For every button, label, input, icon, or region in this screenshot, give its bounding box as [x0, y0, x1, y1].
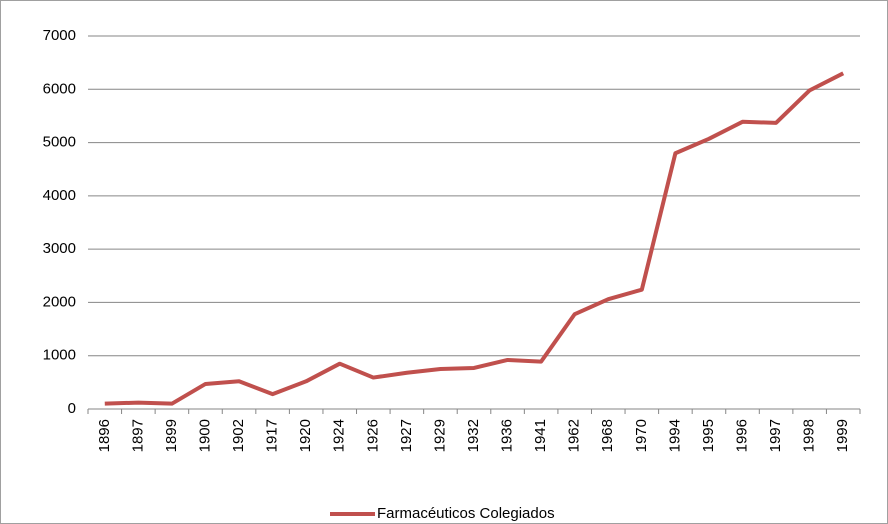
x-tick-label: 1902 [230, 419, 247, 452]
line [104, 71, 845, 406]
x-tick-label: 1899 [163, 419, 180, 452]
y-tick-label: 0 [68, 400, 76, 417]
x-tick-label: 1920 [297, 419, 314, 452]
y-tick-label: 1000 [43, 347, 76, 364]
x-tick-label: 1998 [801, 419, 818, 452]
x-tick-label: 1927 [398, 419, 415, 452]
y-tick-label: 6000 [43, 80, 76, 97]
x-tick-label: 1970 [633, 419, 650, 452]
x-tick-label: 1994 [666, 419, 683, 452]
y-tick-label: 4000 [43, 187, 76, 204]
y-tick-label: 7000 [43, 27, 76, 44]
x-tick-label: 1917 [264, 419, 281, 452]
y-tick-label: 2000 [43, 293, 76, 310]
x-tick-label: 1995 [700, 419, 717, 452]
x-tick-label: 1926 [364, 419, 381, 452]
x-tick-label: 1897 [129, 419, 146, 452]
x-tick-label: 1962 [566, 419, 583, 452]
x-tick-label: 1999 [834, 419, 851, 452]
x-tick-label: 1996 [733, 419, 750, 452]
y-tick-label: 5000 [43, 134, 76, 151]
x-tick-label: 1900 [196, 419, 213, 452]
x-tick-label: 1924 [331, 419, 348, 452]
x-tick-label: 1997 [767, 419, 784, 452]
x-tick-label: 1936 [499, 419, 516, 452]
legend-label: Farmacéuticos Colegiados [377, 505, 555, 522]
x-tick-label: 1932 [465, 419, 482, 452]
y-tick-label: 3000 [43, 240, 76, 257]
x-tick-label: 1968 [599, 419, 616, 452]
x-tick-label: 1929 [431, 419, 448, 452]
x-tick-label: 1941 [532, 419, 549, 452]
x-tick-label: 1896 [96, 419, 113, 452]
